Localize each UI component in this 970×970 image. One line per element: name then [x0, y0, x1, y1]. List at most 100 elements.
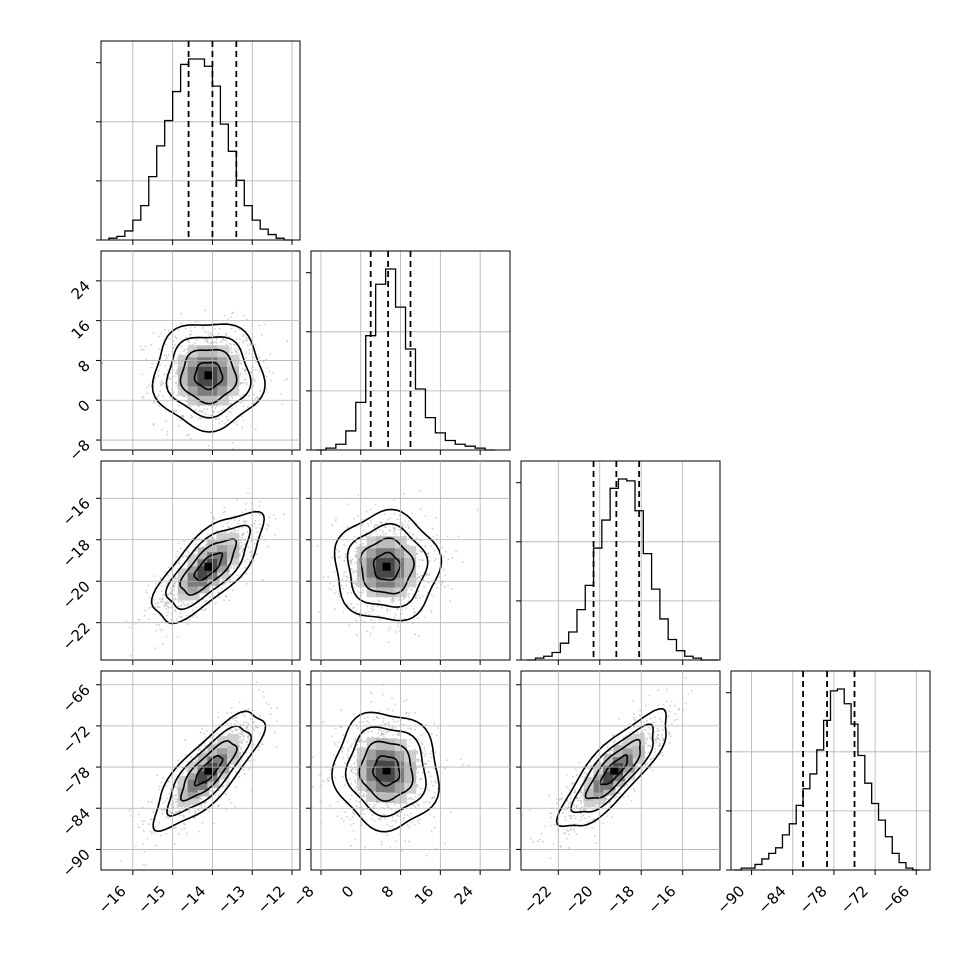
scatter-point — [329, 804, 332, 807]
scatter-point — [343, 559, 346, 562]
scatter-point — [311, 785, 314, 788]
scatter-point — [346, 603, 349, 606]
scatter-point — [380, 729, 383, 732]
scatter-point — [318, 611, 321, 613]
scatter-point — [162, 381, 164, 384]
scatter-point — [204, 607, 207, 610]
scatter-point — [183, 348, 186, 351]
scatter-point — [252, 366, 255, 368]
scatter-point — [218, 789, 220, 792]
scatter-point — [418, 634, 421, 637]
scatter-point — [204, 544, 207, 547]
scatter-point — [183, 827, 186, 830]
contour-line — [372, 551, 402, 581]
scatter-point — [240, 742, 243, 745]
scatter-point — [146, 837, 149, 840]
scatter-point — [200, 417, 203, 420]
density-cell — [404, 771, 417, 784]
scatter-point — [200, 805, 203, 808]
scatter-point — [204, 600, 207, 603]
scatter-point — [165, 635, 168, 638]
scatter-point — [434, 582, 437, 585]
scatter-point — [421, 610, 424, 612]
scatter-point — [424, 616, 427, 619]
scatter-point — [208, 810, 210, 813]
scatter-point — [442, 568, 445, 571]
scatter-point — [180, 600, 182, 603]
scatter-point — [370, 521, 373, 524]
scatter-point — [147, 823, 150, 825]
scatter-point — [350, 602, 353, 605]
scatter-point — [230, 402, 232, 405]
scatter-point — [212, 822, 215, 825]
scatter-point — [373, 820, 376, 822]
scatter-point — [247, 708, 250, 710]
scatter-point — [393, 499, 395, 501]
scatter-point — [204, 805, 206, 808]
scatter-point — [180, 322, 183, 325]
scatter-point — [356, 728, 359, 730]
scatter-point — [419, 764, 421, 767]
scatter-point — [155, 623, 158, 626]
scatter-point — [186, 623, 189, 625]
scatter-point — [332, 754, 335, 757]
scatter-point — [162, 599, 165, 602]
scatter-point — [354, 581, 357, 584]
scatter-point — [253, 543, 256, 545]
scatter-point — [243, 519, 246, 522]
scatter-point — [377, 599, 380, 602]
scatter-point — [208, 603, 211, 605]
scatter-point — [238, 761, 241, 763]
contour-line — [179, 538, 238, 596]
scatter-point — [194, 320, 196, 323]
scatter-point — [286, 340, 289, 342]
scatter-point — [175, 798, 178, 801]
scatter-point — [249, 718, 252, 720]
scatter-point — [394, 809, 397, 812]
scatter-point — [166, 601, 169, 604]
scatter-point — [244, 336, 247, 339]
scatter-point — [230, 343, 233, 346]
scatter-point — [259, 527, 262, 530]
scatter-point — [205, 543, 208, 546]
scatter-point — [240, 759, 243, 762]
scatter-point — [204, 309, 207, 312]
scatter-point — [244, 773, 246, 775]
scatter-point — [190, 414, 193, 417]
scatter-point — [168, 592, 170, 595]
scatter-point — [378, 600, 381, 603]
scatter-point — [403, 700, 405, 703]
scatter-point — [365, 612, 367, 615]
scatter-point — [245, 352, 247, 354]
scatter-point — [153, 613, 156, 616]
scatter-point — [228, 599, 231, 602]
scatter-point — [355, 800, 358, 803]
scatter-point — [185, 768, 188, 771]
scatter-point — [385, 526, 388, 528]
scatter-point — [176, 635, 179, 638]
contour-line — [165, 336, 252, 419]
scatter-point — [349, 560, 351, 562]
scatter-point — [231, 717, 234, 720]
scatter-point — [354, 838, 356, 841]
scatter-point — [155, 602, 157, 605]
scatter-point — [420, 734, 422, 737]
scatter-point — [428, 789, 430, 791]
scatter-point — [395, 631, 398, 633]
density-cell — [207, 383, 220, 396]
scatter-point — [275, 746, 278, 749]
scatter-point — [173, 410, 176, 413]
scatter-point — [349, 745, 352, 747]
scatter-point — [366, 605, 369, 608]
scatter-point — [197, 749, 200, 752]
scatter-point — [343, 784, 346, 786]
scatter-point — [221, 420, 224, 423]
scatter-point — [406, 824, 409, 827]
scatter-point — [176, 369, 178, 371]
scatter-point — [346, 740, 349, 743]
scatter-point — [387, 804, 389, 807]
scatter-point — [392, 524, 395, 527]
scatter-point — [252, 385, 255, 387]
scatter-point — [228, 798, 230, 801]
scatter-point — [372, 805, 375, 808]
